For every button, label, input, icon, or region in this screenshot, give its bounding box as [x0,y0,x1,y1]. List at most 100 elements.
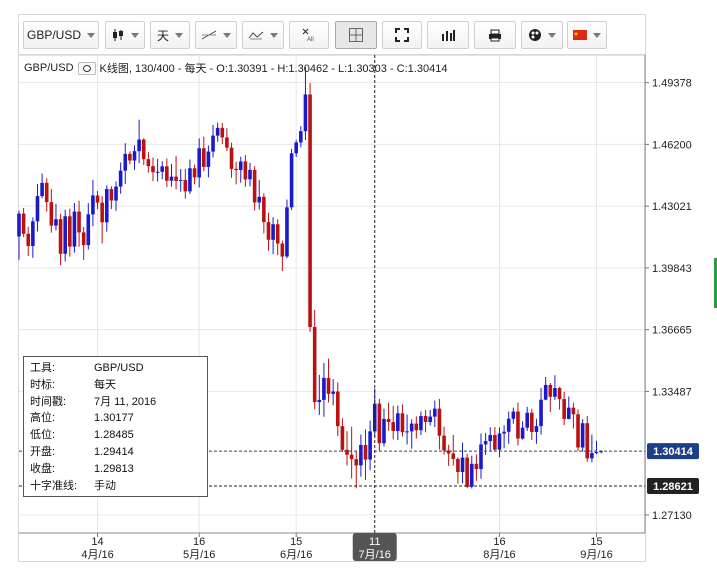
volume-button[interactable] [427,21,469,49]
candle-body [266,222,271,240]
tooltip-value: 1.28485 [94,429,134,442]
crosshair-button[interactable] [335,21,377,49]
candle-body [308,94,312,328]
candle-body [405,431,409,433]
candle-body [26,233,31,247]
crosshair-price-badge [647,477,699,494]
reset-all-label: All [307,37,314,43]
x-tick-day: 15 [290,536,302,548]
tooltip-key: 低位: [30,429,56,442]
draw-tools-button[interactable] [195,21,237,49]
y-tick-label: 1.39843 [652,263,692,275]
candle-body [169,176,174,181]
y-tick-label: 1.27130 [652,510,692,522]
candle-body [414,423,419,431]
candle-body [396,413,400,431]
candle-body [243,161,248,180]
candle-body [165,166,169,181]
candle-body [31,221,35,247]
fullscreen-button[interactable] [382,21,422,49]
tooltip-value: 1.29414 [94,446,134,458]
candle-body [335,391,340,427]
tooltip-value: GBP/USD [94,362,144,374]
tooltip-value: 1.30177 [94,412,134,425]
candle-body [202,148,206,167]
candle-body [91,195,95,215]
eye-icon[interactable] [77,61,96,75]
candle-body [68,216,72,247]
candle-body [400,413,405,433]
crosshair-tooltip: 工具: GBP/USD 时标: 每天 时间戳: 7月 11, 2016 高位: 1.30177… [23,356,208,497]
candle-body [312,327,317,403]
candle-body [225,137,229,148]
reset-all-icon: All [302,28,314,43]
y-tick-label: 1.33487 [652,386,692,398]
candle-body [354,459,359,466]
candle-body [151,166,155,173]
reset-button[interactable]: All [289,21,329,49]
candle-body [109,189,114,201]
candle-body [502,431,506,434]
candle-body [285,207,289,257]
candle-body [58,219,63,254]
candle-body [446,450,451,454]
candle-body [211,135,215,152]
candle-body [571,407,576,415]
candle-body [54,219,58,226]
candle-body [229,147,234,169]
candle-body [262,196,266,223]
period-select[interactable]: 天 [150,21,190,49]
palette-icon [529,29,541,41]
chevron-down-icon [548,32,556,38]
tooltip-key: 时标: [30,378,56,391]
candle-body [183,179,188,192]
y-tick-label: 1.36665 [652,325,692,337]
candle-body [128,153,132,161]
candle-body [322,377,326,400]
tooltip-value: 每天 [94,378,116,391]
candle-body [539,399,543,427]
symbol-select-label: GBP/USD [26,28,81,42]
side-scroll-marker[interactable] [714,258,717,308]
candle-body [137,139,141,152]
candle-body [114,186,118,201]
candle-body [377,403,382,444]
candle-body [479,444,483,470]
candle-body [493,435,497,450]
candle-body [576,414,580,448]
x-tick-month: 9月/16 [580,549,612,561]
candle-body [280,243,285,257]
x-tick-day: 16 [193,536,205,548]
candle-body [252,169,257,203]
draw-line-icon [201,30,217,40]
crosshair-date-day: 11 [369,536,380,548]
settings-button[interactable] [521,21,563,49]
candle-body [294,142,298,154]
candle-body [72,211,77,247]
candle-body [557,388,562,400]
y-tick-label: 1.46200 [652,139,692,151]
candle-body [326,377,331,394]
x-tick-day: 15 [590,536,602,548]
candle-body [86,214,91,246]
candle-body [118,170,123,187]
candle-body [525,412,529,428]
chart-info-bar: GBP/USD K线图, 130/400 - 每天 - O:1.30391 - … [24,60,447,76]
candle-body [423,416,428,423]
candle-body [437,408,442,436]
candle-body [590,453,594,459]
chart-type-button[interactable] [105,21,145,49]
candle-body [49,202,54,226]
language-button[interactable] [567,21,607,49]
candle-body [548,384,553,397]
candle-body [428,416,432,423]
symbol-select[interactable]: GBP/USD [23,21,99,49]
print-button[interactable] [474,21,516,49]
candle-body [483,441,488,445]
indicator-button[interactable] [242,21,284,49]
chevron-down-icon [175,32,183,38]
candle-body [95,195,100,203]
candle-body [368,431,372,460]
candle-body [391,422,396,431]
